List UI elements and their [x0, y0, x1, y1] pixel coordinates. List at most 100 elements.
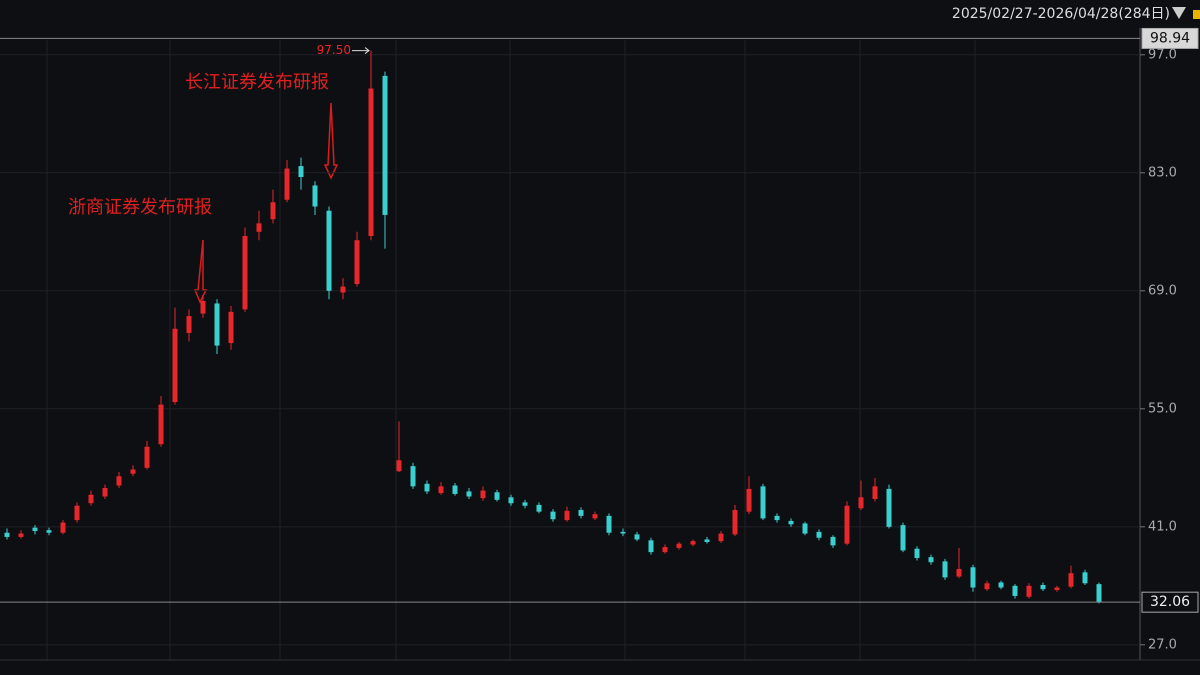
candle-body — [928, 557, 934, 563]
y-tick-label: 97.0 — [1148, 47, 1177, 62]
annotation: 浙商证券发布研报 — [68, 197, 212, 218]
candle-body — [270, 202, 276, 220]
lock-icon — [1193, 10, 1200, 19]
candle-body — [116, 476, 122, 486]
candle-body — [508, 497, 514, 504]
candle-body — [494, 492, 500, 500]
candle-body — [774, 515, 780, 521]
y-tick-label: 27.0 — [1148, 637, 1177, 652]
candle-body — [788, 520, 794, 525]
candle-body — [46, 530, 52, 533]
candle-body — [634, 534, 640, 540]
candle-body — [396, 460, 402, 472]
candle-body — [1096, 584, 1102, 603]
candle-body — [690, 541, 696, 545]
max-arrow-head — [364, 47, 370, 54]
candle-body — [284, 168, 290, 200]
candle-body — [998, 582, 1004, 588]
price-label-box — [1141, 27, 1199, 49]
candle-body — [1054, 587, 1060, 591]
candle-body — [760, 486, 766, 519]
candle-body — [676, 543, 682, 548]
candle-body — [32, 527, 38, 532]
candle-body — [60, 522, 66, 533]
max-label: 97.50 — [317, 43, 351, 57]
candle-body — [326, 210, 332, 291]
candle-body — [746, 488, 752, 512]
candle-body — [88, 494, 94, 504]
candle-body — [424, 483, 430, 492]
candle-body — [830, 536, 836, 546]
candle-body — [1012, 585, 1018, 596]
candle-body — [578, 509, 584, 516]
candle-body — [900, 525, 906, 551]
candle-body — [620, 531, 626, 534]
candle-body — [158, 404, 164, 445]
price-label: 98.94 — [1150, 30, 1190, 46]
candle-body — [1082, 572, 1088, 584]
candle-body — [4, 532, 10, 537]
candle-body — [312, 185, 318, 207]
annotation-arrow — [323, 102, 339, 180]
candle-body — [550, 511, 556, 520]
candle-body — [1068, 573, 1074, 587]
candle-body — [410, 466, 416, 487]
y-tick-label: 41.0 — [1148, 519, 1177, 534]
candle-body — [592, 514, 598, 519]
price-label: 32.06 — [1150, 594, 1190, 610]
candle-body — [102, 488, 108, 497]
candle-body — [172, 328, 178, 403]
candle-body — [564, 510, 570, 521]
candle-body — [18, 533, 24, 537]
candle-body — [480, 490, 486, 499]
candle-body — [466, 491, 472, 497]
annotation-arrow — [193, 239, 208, 304]
candle-body — [186, 316, 192, 333]
candle-body — [816, 531, 822, 538]
candle-body — [242, 236, 248, 310]
candle-body — [914, 548, 920, 559]
annotation: 长江证券发布研报 — [185, 72, 329, 93]
candle-body — [368, 88, 374, 237]
candle-body — [382, 75, 388, 215]
candle-body — [452, 485, 458, 494]
candle-body — [718, 533, 724, 542]
dropdown-icon[interactable] — [1172, 7, 1186, 19]
candle-body — [858, 497, 864, 509]
candle-body — [144, 446, 150, 468]
range-label: 2025/02/27-2026/04/28(284日) — [952, 6, 1170, 22]
candle-body — [732, 509, 738, 535]
candle-body — [200, 300, 206, 314]
candle-body — [256, 223, 262, 232]
y-tick-label: 83.0 — [1148, 165, 1177, 180]
candle-body — [298, 166, 304, 178]
y-tick-label: 55.0 — [1148, 401, 1177, 416]
candle-body — [354, 240, 360, 285]
candle-body — [984, 583, 990, 590]
candle-body — [662, 547, 668, 553]
candle-body — [704, 539, 710, 542]
y-tick-label: 69.0 — [1148, 283, 1177, 298]
candle-body — [648, 540, 654, 553]
candle-body — [214, 303, 220, 346]
candle-body — [522, 502, 528, 506]
candle-body — [340, 286, 346, 293]
candle-body — [872, 486, 878, 500]
candle-body — [844, 505, 850, 544]
candle-body — [1026, 585, 1032, 597]
candle-body — [606, 515, 612, 533]
candle-body — [74, 505, 80, 521]
candle-body — [1040, 584, 1046, 590]
candle-body — [942, 561, 948, 578]
candle-body — [228, 311, 234, 344]
candle-body — [886, 488, 892, 527]
candle-body — [438, 486, 444, 494]
candle-body — [956, 568, 962, 577]
vertical-grid — [46, 40, 976, 660]
candle-body — [802, 523, 808, 534]
price-label-box — [1141, 591, 1199, 613]
candle-body — [970, 567, 976, 588]
